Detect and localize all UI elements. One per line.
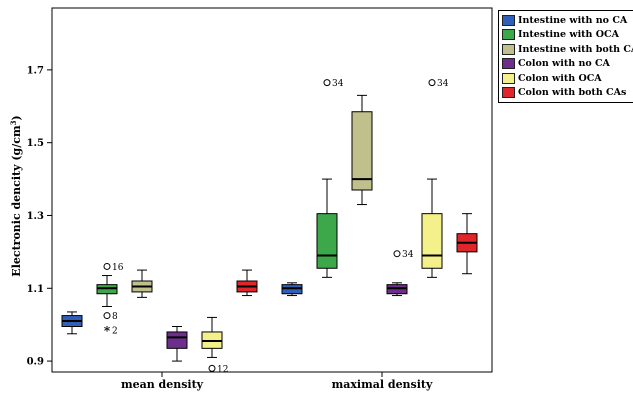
box-1-1: 34	[316, 79, 344, 278]
box-body	[351, 111, 373, 191]
box-4-0: 12	[201, 316, 228, 375]
legend-label: Intestine with OCA	[518, 29, 619, 41]
outlier-circle	[103, 262, 111, 270]
legend-label: Intestine with both CAs	[518, 43, 633, 55]
legend-label: Colon with no CA	[518, 58, 610, 70]
box-3-1: 34	[386, 250, 414, 297]
y-axis: 0.9 1.1 1.3 1.5 1.7	[27, 65, 52, 368]
legend-label: Colon with both CAs	[518, 87, 627, 99]
legend-swatch	[502, 87, 515, 99]
x-tick-label: maximal density	[332, 378, 433, 391]
legend-item: Intestine with both CAs	[502, 42, 633, 57]
box-4-1: 34	[421, 79, 449, 278]
box-body	[316, 213, 338, 269]
y-tick-label: 0.9	[27, 357, 44, 368]
outlier-star: *	[104, 324, 111, 338]
y-axis-label-superscript: 3	[9, 120, 18, 125]
legend-item: Intestine with OCA	[502, 28, 632, 43]
plot-area	[51, 7, 493, 373]
boxes-layer: 16 8* 2 34 34 12 34	[61, 79, 478, 375]
x-axis: mean density maximal density	[121, 372, 433, 391]
legend-label: Intestine with no CA	[518, 14, 628, 26]
x-tick-label: mean density	[121, 378, 204, 391]
legend-swatch	[502, 14, 515, 26]
legend-item: Colon with OCA	[502, 71, 632, 86]
legend-item: Colon with both CAs	[502, 86, 632, 101]
legend-item: Intestine with no CA	[502, 13, 632, 28]
box-0-0	[61, 311, 83, 335]
outlier-label: 34	[402, 250, 414, 260]
legend-swatch	[502, 29, 515, 41]
legend-swatch	[502, 58, 515, 70]
outlier-label: 2	[112, 327, 118, 337]
y-tick-label: 1.7	[27, 65, 44, 76]
box-5-0	[236, 269, 258, 297]
box-2-1	[351, 94, 373, 206]
box-body	[421, 213, 443, 269]
outlier-circle	[323, 79, 331, 87]
legend-swatch	[502, 72, 515, 84]
outlier-label: 8	[112, 312, 118, 322]
box-0-1	[281, 282, 303, 297]
outlier-circle	[393, 250, 401, 258]
outlier-label: 34	[332, 79, 344, 89]
outlier-circle	[103, 312, 111, 320]
box-2-0	[131, 269, 153, 298]
legend-item: Colon with no CA	[502, 57, 632, 72]
y-tick-label: 1.1	[27, 284, 44, 295]
legend-label: Colon with OCA	[518, 72, 602, 84]
y-tick-label: 1.5	[27, 138, 44, 149]
outlier-label: 12	[217, 365, 228, 375]
legend: Intestine with no CA Intestine with OCA In…	[498, 10, 633, 103]
outlier-label: 34	[437, 79, 449, 89]
box-body	[166, 331, 188, 349]
box-3-0	[166, 326, 188, 362]
outlier-circle	[428, 79, 436, 87]
box-5-1	[456, 213, 478, 275]
outlier-circle	[208, 364, 216, 372]
legend-swatch	[502, 43, 515, 55]
outlier-label: 16	[112, 263, 124, 273]
y-tick-label: 1.3	[27, 211, 44, 222]
y-axis-label: Electronic dencity (g/cm3)	[9, 115, 24, 276]
box-1-0: 16 8* 2	[96, 262, 124, 338]
